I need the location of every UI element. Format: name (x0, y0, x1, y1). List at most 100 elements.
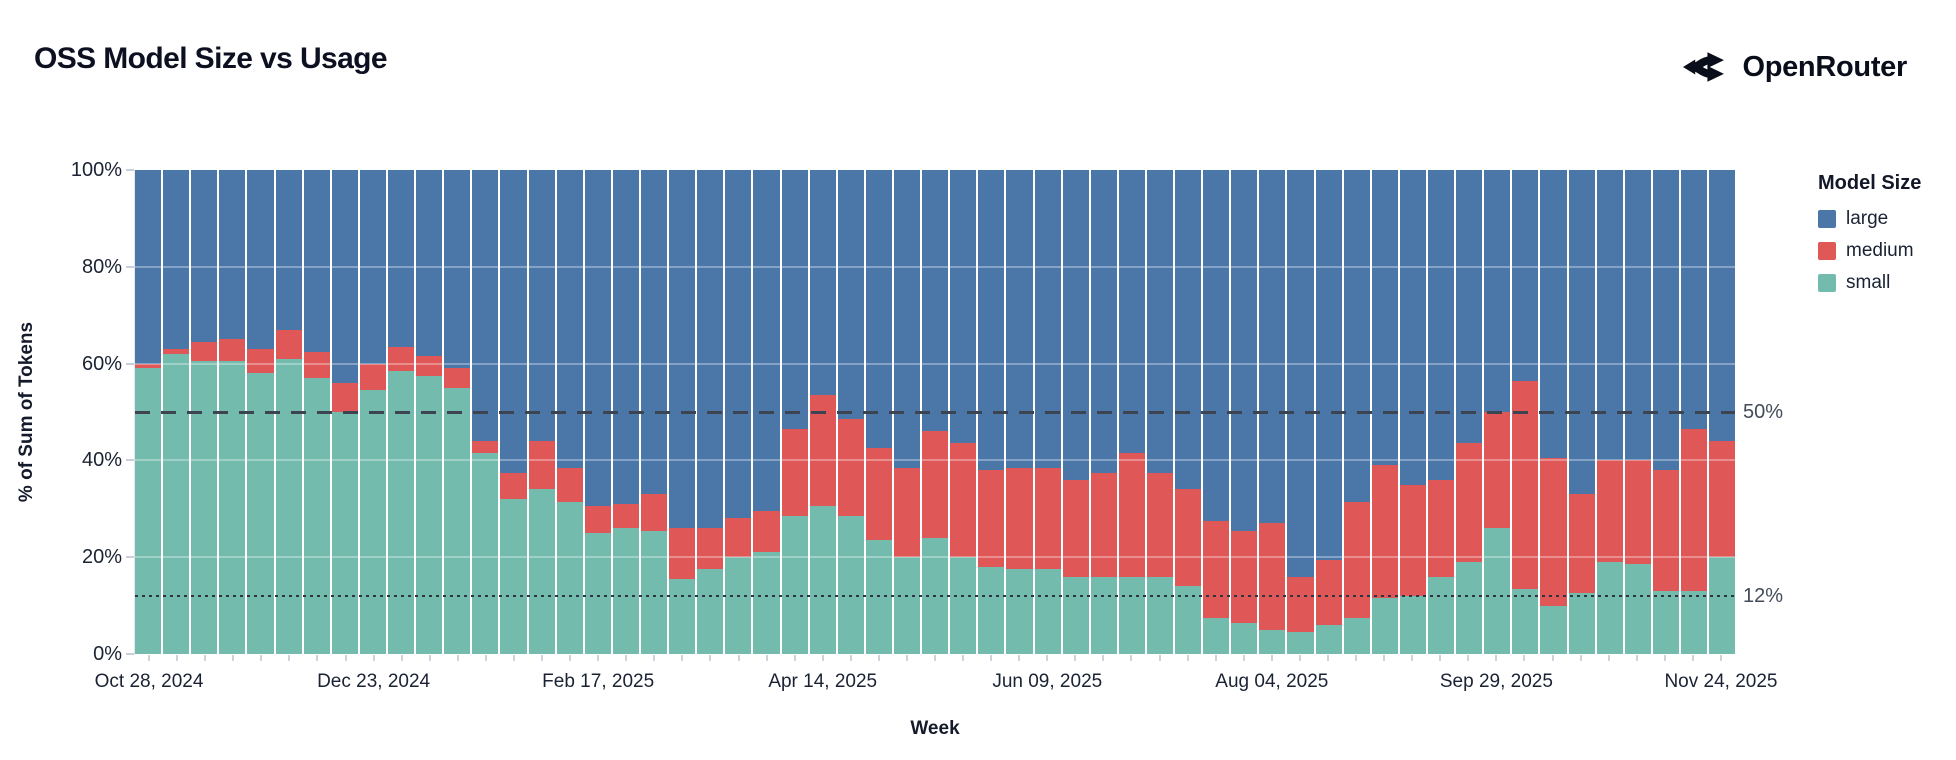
bar-segment-medium[interactable] (1428, 479, 1455, 577)
bar-segment-medium[interactable] (1259, 523, 1286, 630)
bar-segment-large[interactable] (556, 170, 583, 468)
bar-week-41[interactable] (1259, 170, 1286, 654)
bar-segment-small[interactable] (753, 552, 780, 654)
bar-segment-large[interactable] (809, 170, 836, 396)
bar-segment-large[interactable] (1540, 170, 1567, 458)
bar-segment-small[interactable] (1006, 569, 1033, 654)
bar-week-18[interactable] (612, 170, 639, 654)
bar-segment-medium[interactable] (247, 349, 274, 374)
bar-segment-small[interactable] (1568, 593, 1595, 654)
bar-segment-small[interactable] (303, 378, 330, 654)
bar-segment-small[interactable] (893, 557, 921, 654)
bar-segment-medium[interactable] (1203, 520, 1230, 618)
bar-segment-large[interactable] (1231, 170, 1258, 531)
bar-segment-large[interactable] (697, 170, 724, 529)
bar-segment-medium[interactable] (697, 528, 724, 570)
bar-segment-medium[interactable] (753, 511, 780, 553)
bar-segment-small[interactable] (922, 537, 949, 654)
bar-segment-small[interactable] (1343, 617, 1370, 654)
bar-week-54[interactable] (1624, 170, 1651, 654)
bar-week-33[interactable] (1034, 170, 1061, 654)
bar-segment-medium[interactable] (1034, 467, 1061, 570)
bar-segment-small[interactable] (331, 411, 358, 654)
bar-segment-medium[interactable] (163, 349, 190, 354)
bar-week-16[interactable] (556, 170, 583, 654)
bar-segment-small[interactable] (500, 499, 527, 654)
bar-segment-small[interactable] (1090, 576, 1117, 654)
bar-segment-large[interactable] (837, 170, 864, 420)
bar-segment-large[interactable] (1709, 170, 1736, 442)
bar-segment-medium[interactable] (1146, 472, 1174, 577)
legend-item-medium[interactable]: medium (1818, 241, 1948, 260)
bar-week-6[interactable] (275, 170, 302, 654)
bar-segment-small[interactable] (275, 358, 302, 654)
bar-segment-medium[interactable] (275, 329, 302, 359)
bar-segment-large[interactable] (303, 170, 330, 352)
bar-week-22[interactable] (725, 170, 752, 654)
bar-segment-large[interactable] (1596, 170, 1623, 461)
bar-segment-large[interactable] (1568, 170, 1595, 495)
bar-segment-large[interactable] (163, 170, 190, 350)
bar-segment-medium[interactable] (1175, 489, 1202, 587)
bar-segment-large[interactable] (1624, 170, 1651, 461)
bar-segment-large[interactable] (472, 170, 499, 442)
bar-segment-medium[interactable] (416, 356, 443, 376)
bar-segment-small[interactable] (163, 353, 190, 654)
bar-segment-medium[interactable] (1456, 443, 1483, 563)
bar-segment-large[interactable] (1062, 170, 1089, 480)
bar-segment-small[interactable] (416, 375, 443, 654)
bar-segment-medium[interactable] (1343, 501, 1370, 618)
bar-segment-medium[interactable] (584, 506, 611, 533)
bar-segment-large[interactable] (1456, 170, 1483, 444)
bar-segment-small[interactable] (1709, 557, 1736, 654)
bar-segment-small[interactable] (387, 370, 415, 654)
bar-segment-small[interactable] (219, 361, 246, 654)
bar-week-29[interactable] (922, 170, 949, 654)
bar-segment-small[interactable] (1203, 617, 1230, 654)
bar-segment-large[interactable] (978, 170, 1005, 471)
bar-segment-large[interactable] (612, 170, 639, 504)
bar-segment-small[interactable] (1399, 595, 1427, 654)
bar-segment-large[interactable] (1399, 170, 1427, 485)
bar-segment-small[interactable] (1034, 569, 1061, 654)
bar-segment-medium[interactable] (1596, 460, 1623, 563)
bar-segment-large[interactable] (1512, 170, 1539, 381)
bar-week-17[interactable] (584, 170, 611, 654)
bar-segment-large[interactable] (191, 170, 218, 342)
bar-week-14[interactable] (500, 170, 527, 654)
bar-segment-medium[interactable] (219, 339, 246, 362)
bar-segment-medium[interactable] (1399, 484, 1427, 596)
bar-segment-medium[interactable] (978, 470, 1005, 567)
bar-segment-medium[interactable] (1371, 465, 1398, 599)
bar-segment-large[interactable] (1681, 170, 1708, 429)
bar-segment-large[interactable] (444, 170, 471, 369)
bar-segment-medium[interactable] (669, 528, 696, 579)
bar-segment-large[interactable] (1371, 170, 1398, 466)
bar-week-10[interactable] (387, 170, 415, 654)
bar-week-21[interactable] (697, 170, 724, 654)
bar-week-15[interactable] (528, 170, 555, 654)
bar-segment-large[interactable] (922, 170, 949, 432)
bar-segment-medium[interactable] (950, 443, 977, 558)
bar-segment-medium[interactable] (1315, 559, 1342, 625)
bar-segment-small[interactable] (1118, 576, 1145, 654)
bar-segment-medium[interactable] (444, 368, 471, 388)
bar-week-2[interactable] (163, 170, 190, 654)
bar-week-56[interactable] (1681, 170, 1708, 654)
bar-week-47[interactable] (1428, 170, 1455, 654)
bar-segment-small[interactable] (1512, 588, 1539, 654)
bar-segment-medium[interactable] (1484, 412, 1511, 529)
bar-segment-large[interactable] (1090, 170, 1117, 473)
bar-week-24[interactable] (781, 170, 808, 654)
bar-segment-medium[interactable] (1062, 479, 1089, 577)
bar-week-28[interactable] (893, 170, 921, 654)
bar-segment-small[interactable] (1146, 576, 1174, 654)
bar-segment-large[interactable] (1146, 170, 1174, 473)
bar-week-44[interactable] (1343, 170, 1370, 654)
bar-segment-medium[interactable] (1709, 441, 1736, 558)
bar-segment-small[interactable] (669, 578, 696, 654)
bar-segment-small[interactable] (809, 506, 836, 654)
bar-segment-medium[interactable] (809, 395, 836, 507)
bar-segment-small[interactable] (1231, 622, 1258, 654)
bar-segment-large[interactable] (387, 170, 415, 347)
